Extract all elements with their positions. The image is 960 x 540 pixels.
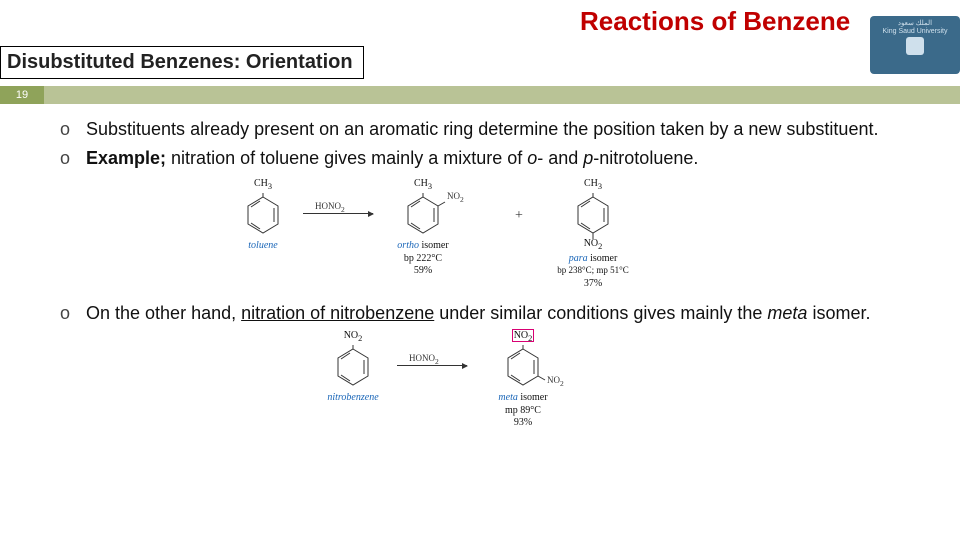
para-name: para isomer — [553, 252, 633, 265]
bullet-3: o On the other hand, nitration of nitrob… — [60, 302, 930, 325]
ch3-label-para: CH3 — [573, 177, 613, 193]
hex-ortho-icon — [405, 193, 441, 233]
example-label: Example; — [86, 148, 166, 168]
logo-crest-icon — [906, 37, 924, 55]
para-pct: 37% — [553, 277, 633, 290]
reagent-label: HONO2 — [315, 201, 345, 215]
no2-label-react: NO2 — [333, 329, 373, 345]
bullet-2-text: Example; nitration of toluene gives main… — [86, 147, 930, 170]
underline-phrase: nitration of nitrobenzene — [241, 303, 434, 323]
university-logo: الملك سعود King Saud University — [870, 16, 960, 74]
no2-label-para: NO2 — [573, 237, 613, 253]
divider-bar: 19 — [0, 86, 960, 104]
logo-text-en: King Saud University — [870, 28, 960, 36]
bullet-marker: o — [60, 118, 86, 141]
bullet-2: o Example; nitration of toluene gives ma… — [60, 147, 930, 170]
page-number-badge: 19 — [0, 86, 44, 104]
para-bp: bp 238°C; mp 51°C — [553, 265, 633, 277]
toluene-name: toluene — [223, 239, 303, 252]
hex-para-icon — [575, 193, 611, 233]
bullet-1-text: Substituents already present on an aroma… — [86, 118, 930, 141]
bullet-3-text: On the other hand, nitration of nitroben… — [86, 302, 930, 325]
plus-icon: + — [515, 207, 523, 225]
b2e: -nitrotoluene. — [593, 148, 698, 168]
hex-toluene-icon — [245, 193, 281, 233]
b2m: - and — [537, 148, 583, 168]
diagram-toluene-nitration: CH3 toluene HONO2 CH3 NO2 ortho isomer b… — [215, 177, 775, 292]
no2-label-meta-top: NO2 — [503, 329, 543, 345]
meta-pct: 93% — [483, 416, 563, 429]
italic-o: o — [527, 148, 537, 168]
no2-label-meta-side: NO2 — [547, 375, 564, 389]
logo-text-ar: الملك سعود — [870, 20, 960, 28]
reagent2-label: HONO2 — [409, 353, 439, 367]
bullet-marker: o — [60, 302, 86, 325]
ch3-label-ortho: CH3 — [403, 177, 443, 193]
italic-meta: meta — [767, 303, 807, 323]
meta-name: meta isomer — [483, 391, 563, 404]
divider-fill — [44, 86, 960, 104]
main-title: Reactions of Benzene — [580, 6, 850, 37]
nitrobenzene-name: nitrobenzene — [313, 391, 393, 404]
b2r: nitration of toluene gives mainly a mixt… — [166, 148, 527, 168]
ch3-label: CH3 — [243, 177, 283, 193]
no2-label-ortho: NO2 — [447, 191, 464, 205]
bullet-1: o Substituents already present on an aro… — [60, 118, 930, 141]
diagram-nitrobenzene-nitration: NO2 nitrobenzene HONO2 NO2 NO2 meta isom… — [305, 331, 685, 431]
ortho-pct: 59% — [383, 264, 463, 277]
hex-nitrobenzene-icon — [335, 345, 371, 385]
italic-p: p — [583, 148, 593, 168]
bullet-marker: o — [60, 147, 86, 170]
b3r: under similar conditions gives mainly th… — [434, 303, 767, 323]
content-area: o Substituents already present on an aro… — [60, 118, 930, 431]
hex-meta-icon — [505, 345, 541, 385]
b3e: isomer. — [807, 303, 870, 323]
subtitle: Disubstituted Benzenes: Orientation — [0, 46, 364, 79]
ortho-name: ortho isomer — [383, 239, 463, 252]
b3p: On the other hand, — [86, 303, 241, 323]
